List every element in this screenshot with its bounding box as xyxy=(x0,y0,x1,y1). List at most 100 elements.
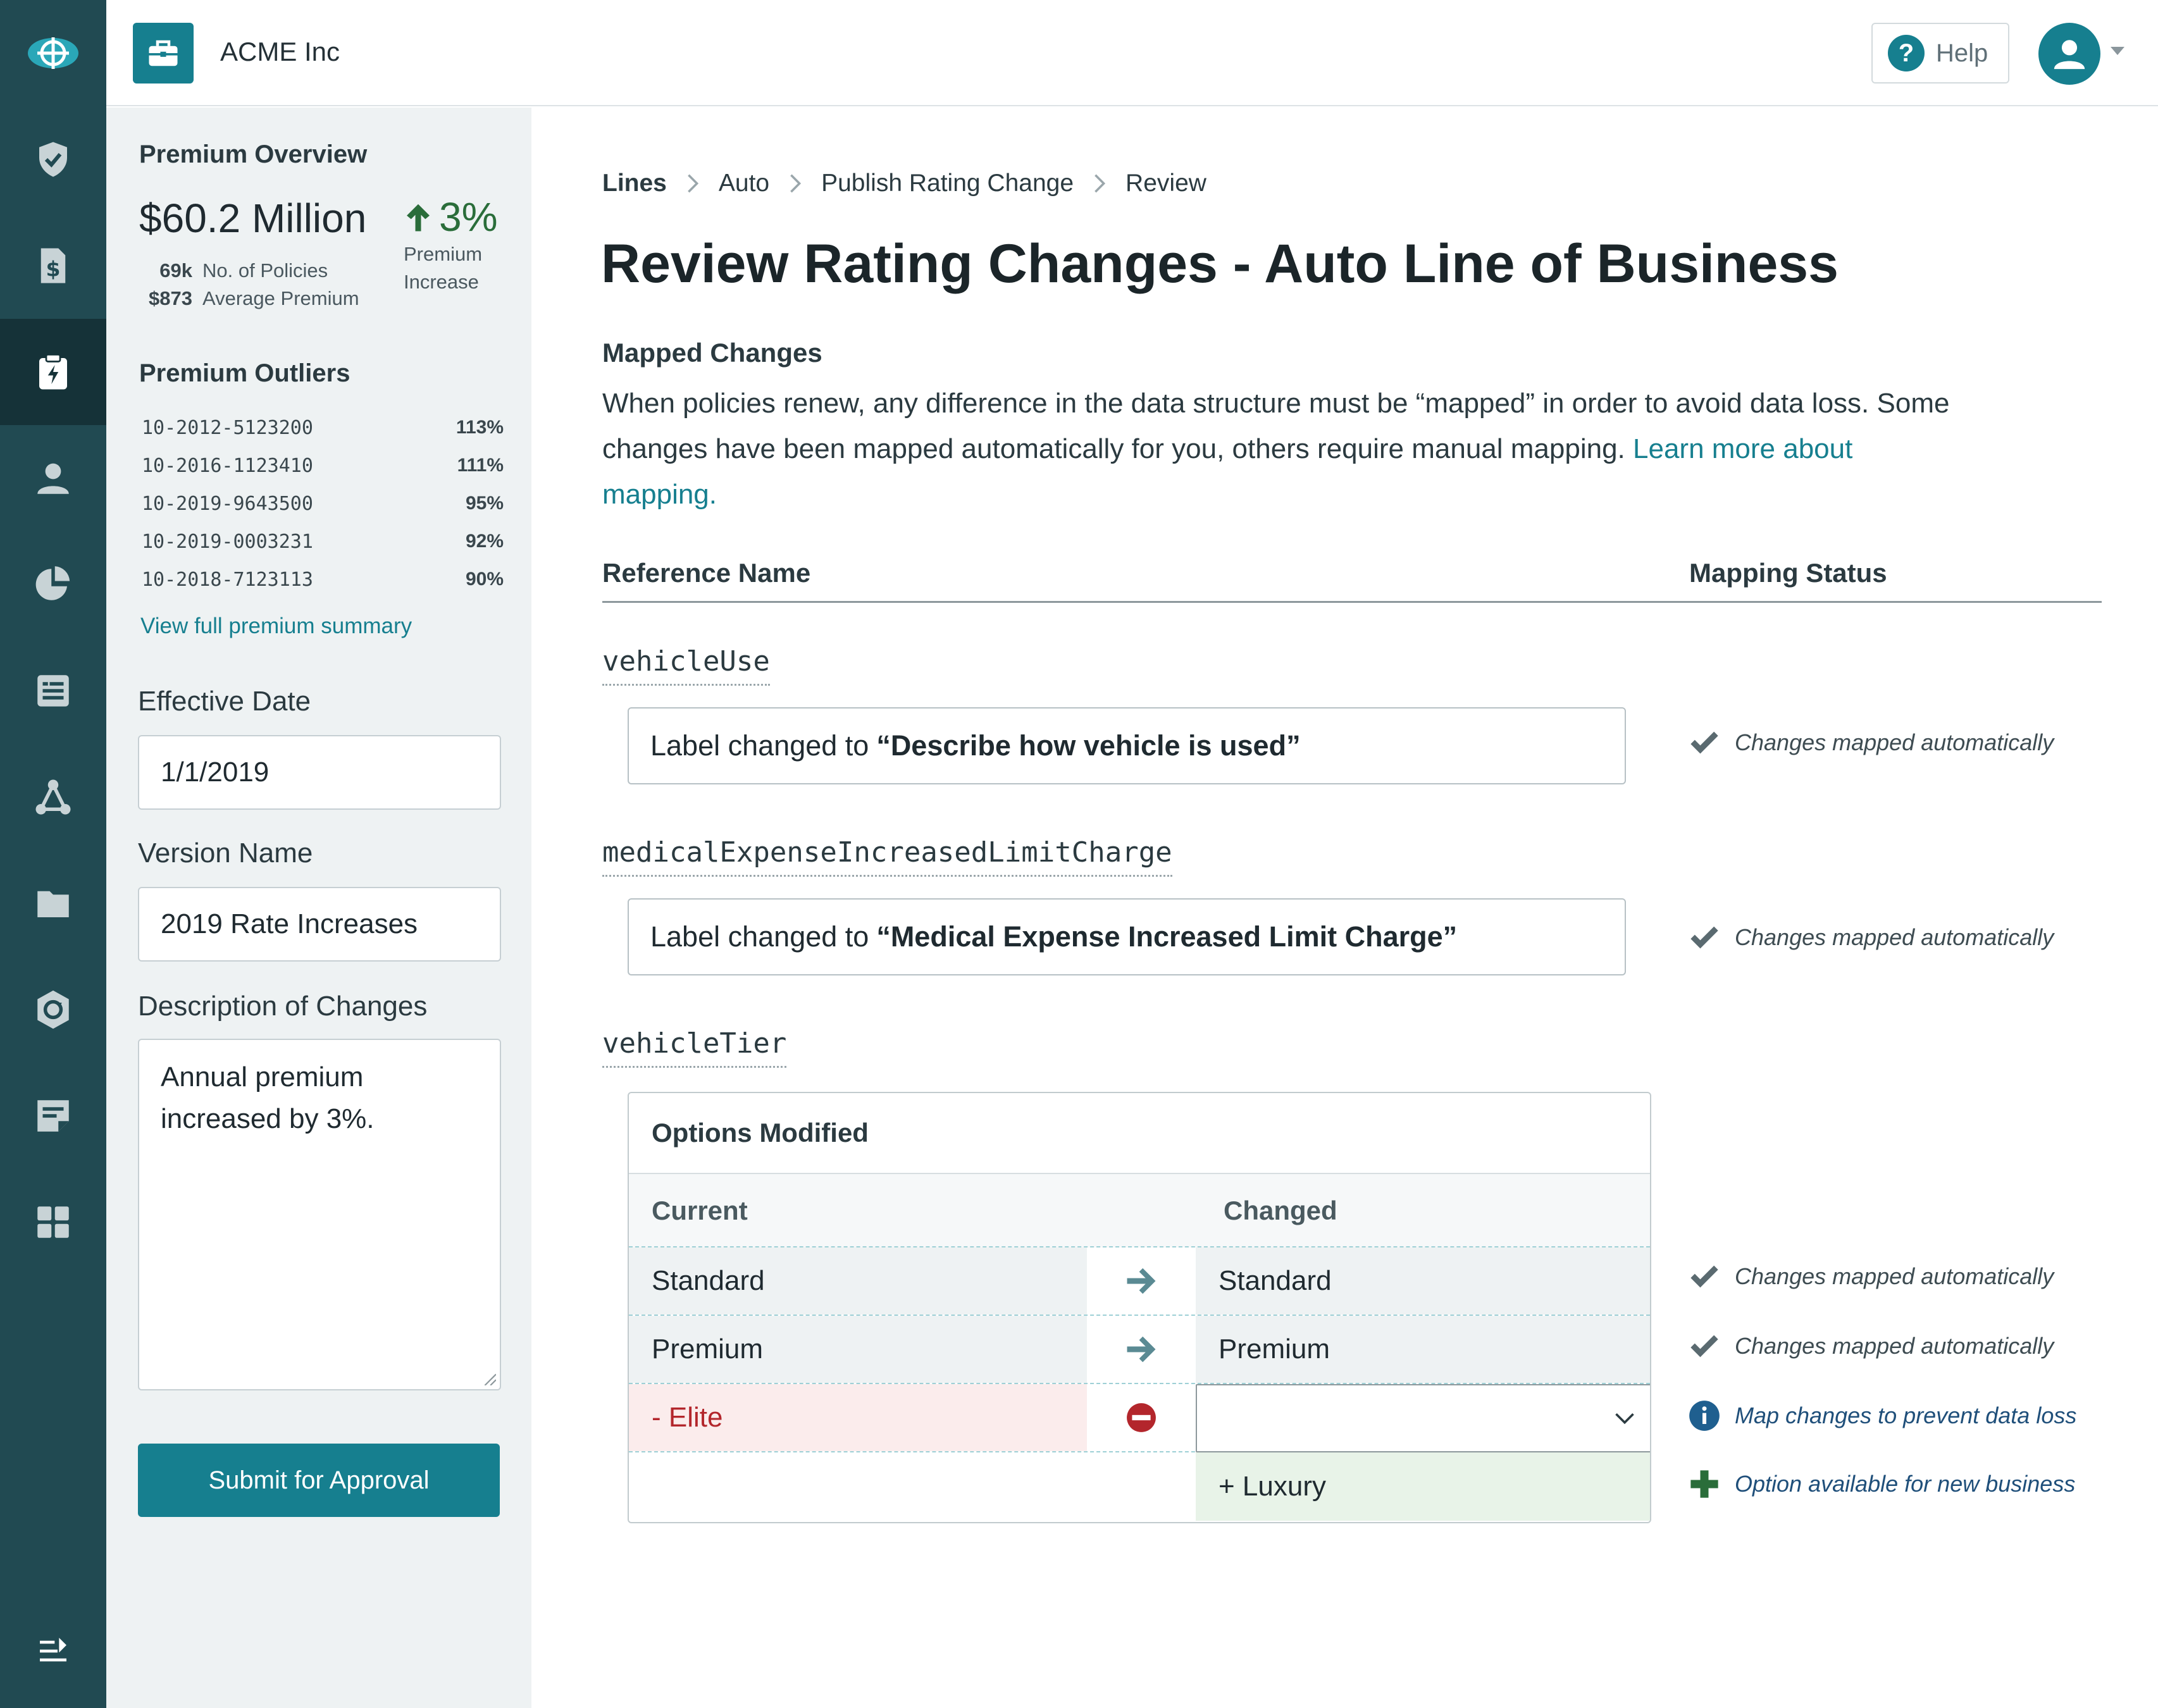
outlier-row[interactable]: 10-2016-1123410 111% xyxy=(142,447,504,485)
section-title: Mapped Changes xyxy=(602,338,822,368)
options-modified-table: Options Modified Current Changed Standar… xyxy=(628,1092,1651,1523)
table-row: + Luxury xyxy=(629,1452,1650,1521)
company-name[interactable]: ACME Inc xyxy=(220,37,340,66)
change-value: “Medical Expense Increased Limit Charge” xyxy=(876,920,1458,953)
chevron-down-icon[interactable] xyxy=(2111,47,2124,55)
learn-more-link[interactable]: Learn more about mapping. xyxy=(602,433,1853,510)
change-value: “Describe how vehicle is used” xyxy=(876,729,1301,762)
premium-increase-value: 3% xyxy=(439,194,498,240)
folder-icon xyxy=(37,891,69,917)
arrow-right-icon xyxy=(1127,1336,1156,1363)
sidebar-item-apps[interactable] xyxy=(0,1169,106,1275)
collapse-sidebar-button[interactable] xyxy=(0,1598,106,1704)
changed-option: Premium xyxy=(1196,1316,1650,1383)
checkmark-icon xyxy=(1690,1335,1718,1358)
sidebar-item-rating[interactable] xyxy=(0,319,106,425)
app-logo[interactable] xyxy=(0,0,106,106)
no-entry-icon xyxy=(1127,1403,1156,1432)
chevron-right-icon xyxy=(688,174,698,193)
sidebar-item-files[interactable] xyxy=(0,850,106,956)
resize-handle-icon[interactable] xyxy=(482,1371,496,1385)
sidebar-item-analytics[interactable] xyxy=(0,531,106,638)
intro-text: When policies renew, any difference in t… xyxy=(602,388,1950,464)
premium-total: $60.2 Million xyxy=(139,195,367,241)
caption-line-2: Increase xyxy=(404,271,479,293)
help-button[interactable]: ? Help xyxy=(1871,23,2009,84)
reference-name: medicalExpenseIncreasedLimitCharge xyxy=(602,836,1172,877)
review-main: Lines Auto Publish Rating Change Review … xyxy=(531,108,2158,1708)
sidebar-item-sync[interactable] xyxy=(0,956,106,1063)
checkmark-icon xyxy=(1690,1265,1718,1288)
sidebar-item-reports[interactable] xyxy=(0,638,106,744)
mapping-status-text: Changes mapped automatically xyxy=(1735,729,2054,755)
info-icon xyxy=(1689,1401,1720,1431)
mapping-status: Changes mapped automatically xyxy=(1688,921,2054,954)
mapping-status-text: Changes mapped automatically xyxy=(1735,1333,2054,1359)
mapping-status-new: Option available for new business xyxy=(1688,1468,2075,1501)
mapping-status-text: Option available for new business xyxy=(1735,1471,2076,1497)
chevron-right-icon xyxy=(1095,174,1106,193)
sidebar-item-billing[interactable]: $ xyxy=(0,213,106,319)
outlier-pct: 95% xyxy=(465,493,504,514)
change-prefix: Label changed to xyxy=(650,920,869,953)
outlier-row[interactable]: 10-2018-7123113 90% xyxy=(142,560,504,598)
briefcase-icon xyxy=(149,40,178,66)
sidebar-item-integrations[interactable] xyxy=(0,744,106,850)
mapping-status: Changes mapped automatically xyxy=(1688,726,2054,759)
user-avatar[interactable] xyxy=(2038,23,2100,85)
change-prefix: Label changed to xyxy=(650,729,869,762)
sidebar-item-security[interactable] xyxy=(0,106,106,213)
sync-badge-icon xyxy=(37,990,69,1029)
chevron-down-icon xyxy=(1615,1413,1634,1425)
mapping-status-text: Changes mapped automatically xyxy=(1735,924,2054,950)
table-header: Current Changed xyxy=(629,1174,1650,1247)
sidebar-item-notes[interactable] xyxy=(0,1063,106,1169)
breadcrumb-lines[interactable]: Lines xyxy=(602,170,667,197)
outlier-row[interactable]: 10-2012-5123200 113% xyxy=(142,409,504,447)
premium-outliers-title: Premium Outliers xyxy=(139,359,350,387)
checkmark-icon xyxy=(1690,926,1718,949)
average-premium-stat: $873 Average Premium xyxy=(139,287,359,310)
premium-overview-title: Premium Overview xyxy=(139,140,368,168)
plus-icon xyxy=(1690,1470,1718,1498)
options-modified-title: Options Modified xyxy=(629,1093,1650,1174)
outlier-policy: 10-2012-5123200 xyxy=(142,416,313,439)
network-icon xyxy=(35,779,71,815)
page-title: Review Rating Changes - Auto Line of Bus… xyxy=(601,233,1839,294)
company-badge[interactable] xyxy=(133,23,194,84)
breadcrumb-review: Review xyxy=(1126,170,1206,197)
dollar-document-icon: $ xyxy=(40,248,66,283)
change-description: Label changed to “Describe how vehicle i… xyxy=(628,707,1626,784)
rating-clipboard-icon xyxy=(39,354,67,390)
map-option-select[interactable] xyxy=(1196,1384,1650,1452)
description-field[interactable]: Annual premium increased by 3%. xyxy=(138,1039,501,1390)
outlier-row[interactable]: 10-2019-9643500 95% xyxy=(142,485,504,523)
column-changed: Changed xyxy=(1224,1196,1337,1225)
icon-sidebar: $ xyxy=(0,0,106,1708)
svg-text:$: $ xyxy=(46,257,61,282)
premium-summary-link[interactable]: View full premium summary xyxy=(140,614,412,638)
current-option: Premium xyxy=(629,1316,1087,1383)
mapping-status: Changes mapped automatically xyxy=(1688,1330,2054,1363)
chevron-right-icon xyxy=(790,174,802,193)
top-header: ACME Inc ? Help xyxy=(106,0,2158,106)
checkmark-icon xyxy=(1690,731,1718,754)
outlier-row[interactable]: 10-2019-0003231 92% xyxy=(142,523,504,560)
changed-option: + Luxury xyxy=(1196,1452,1650,1521)
changed-option: Standard xyxy=(1196,1247,1650,1315)
person-icon xyxy=(37,463,69,494)
effective-date-field[interactable]: 1/1/2019 xyxy=(138,735,501,810)
sidebar-item-people[interactable] xyxy=(0,425,106,531)
header-divider xyxy=(602,601,2102,603)
version-name-field[interactable]: 2019 Rate Increases xyxy=(138,887,501,962)
help-label: Help xyxy=(1936,39,1988,67)
description-label: Description of Changes xyxy=(138,991,428,1022)
mapping-arrow xyxy=(1087,1384,1196,1451)
submit-for-approval-button[interactable]: Submit for Approval xyxy=(138,1444,500,1517)
outlier-policy: 10-2018-7123113 xyxy=(142,568,313,591)
breadcrumb-auto[interactable]: Auto xyxy=(718,170,770,197)
breadcrumb-publish[interactable]: Publish Rating Change xyxy=(821,170,1074,197)
premium-panel: Premium Overview $60.2 Million 69k No. of… xyxy=(106,108,531,1708)
change-description: Label changed to “Medical Expense Increa… xyxy=(628,898,1626,975)
outlier-policy: 10-2016-1123410 xyxy=(142,454,313,477)
